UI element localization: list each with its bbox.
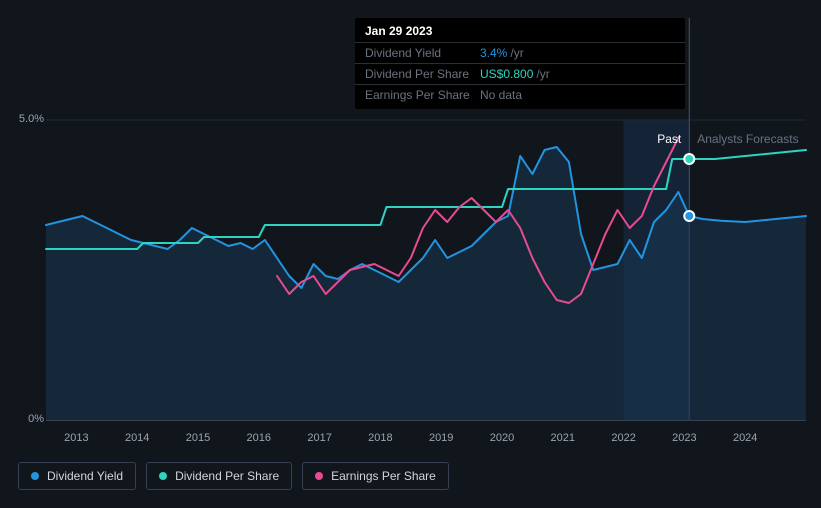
tooltip-row-value: No data: [480, 88, 522, 102]
tooltip-row-suffix: /yr: [536, 67, 549, 81]
tooltip-date: Jan 29 2023: [355, 24, 685, 42]
tooltip-row: Dividend Yield3.4%/yr: [355, 42, 685, 63]
tooltip-row: Earnings Per ShareNo data: [355, 84, 685, 105]
x-axis-tick: 2018: [368, 432, 392, 444]
legend-label: Dividend Per Share: [175, 469, 279, 483]
legend-item-dividend-per-share[interactable]: Dividend Per Share: [146, 462, 292, 490]
tooltip-row-value: 3.4%: [480, 46, 507, 60]
x-axis-tick: 2019: [429, 432, 453, 444]
legend-item-dividend-yield[interactable]: Dividend Yield: [18, 462, 136, 490]
x-axis-tick: 2022: [611, 432, 635, 444]
y-axis-tick: 5.0%: [19, 113, 44, 125]
x-axis-tick: 2021: [551, 432, 575, 444]
dividend-chart: Jan 29 2023 Dividend Yield3.4%/yrDividen…: [0, 0, 821, 508]
legend-swatch: [159, 472, 167, 480]
x-axis-tick: 2016: [247, 432, 271, 444]
tooltip-row: Dividend Per ShareUS$0.800/yr: [355, 63, 685, 84]
tooltip-row-label: Earnings Per Share: [365, 88, 480, 102]
tooltip-row-suffix: /yr: [510, 46, 523, 60]
x-axis-tick: 2014: [125, 432, 149, 444]
section-label-past: Past: [657, 132, 681, 146]
tooltip-row-label: Dividend Per Share: [365, 67, 480, 81]
x-axis-tick: 2017: [307, 432, 331, 444]
x-axis-tick: 2023: [672, 432, 696, 444]
tooltip-row-label: Dividend Yield: [365, 46, 480, 60]
x-axis-tick: 2024: [733, 432, 757, 444]
x-axis-tick: 2020: [490, 432, 514, 444]
legend-item-earnings-per-share[interactable]: Earnings Per Share: [302, 462, 449, 490]
legend-swatch: [315, 472, 323, 480]
legend-swatch: [31, 472, 39, 480]
section-label-forecast: Analysts Forecasts: [697, 132, 798, 146]
chart-legend: Dividend Yield Dividend Per Share Earnings…: [18, 462, 449, 490]
x-axis-tick: 2015: [186, 432, 210, 444]
x-axis-tick: 2013: [64, 432, 88, 444]
legend-label: Dividend Yield: [47, 469, 123, 483]
chart-tooltip: Jan 29 2023 Dividend Yield3.4%/yrDividen…: [355, 18, 685, 109]
y-axis-tick: 0%: [28, 413, 44, 425]
legend-label: Earnings Per Share: [331, 469, 436, 483]
tooltip-row-value: US$0.800: [480, 67, 533, 81]
